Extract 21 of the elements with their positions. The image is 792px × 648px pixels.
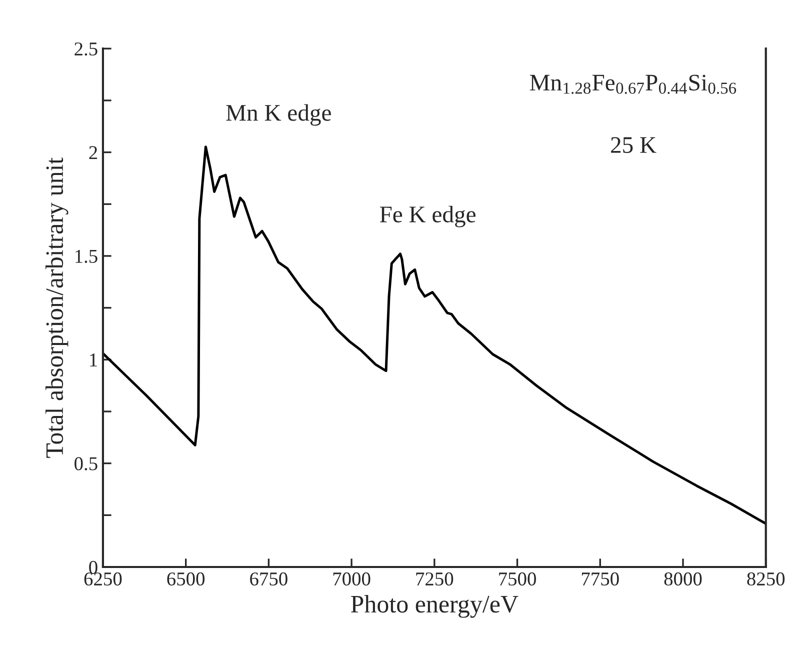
y-tick-label: 0 bbox=[89, 560, 98, 574]
x-tick-label: 6750 bbox=[250, 572, 288, 586]
y-axis-title: Total absorption/arbitrary unit bbox=[45, 157, 68, 458]
y-tick-label: 2 bbox=[89, 146, 98, 160]
x-tick-label: 6500 bbox=[167, 572, 205, 586]
x-tick-label: 7500 bbox=[499, 572, 536, 586]
y-tick-label: 1 bbox=[90, 354, 97, 366]
annotation: Mn$_{1.28}$Fe$_{0.67}$P$_{0.44}$Si$_{0.56}$ bbox=[530, 74, 736, 94]
y-tick-label: 1.5 bbox=[76, 250, 98, 263]
x-tick-label: 7000 bbox=[333, 572, 370, 586]
x-tick-label: 7250 bbox=[416, 572, 454, 586]
y-tick-label: 0.5 bbox=[74, 457, 98, 470]
annotation: Fe K edge bbox=[380, 206, 476, 228]
annotation: 25 K bbox=[611, 137, 656, 154]
y-tick-label: 2.5 bbox=[74, 42, 98, 56]
x-tick-label: 8000 bbox=[664, 572, 702, 586]
x-tick-label: 6250 bbox=[84, 572, 122, 586]
x-tick-label: 8250 bbox=[747, 572, 785, 586]
x-tick-label: 7750 bbox=[582, 572, 619, 586]
x-axis-title: Photo energy/eV bbox=[350, 595, 518, 618]
annotation: Mn K edge bbox=[226, 104, 331, 126]
